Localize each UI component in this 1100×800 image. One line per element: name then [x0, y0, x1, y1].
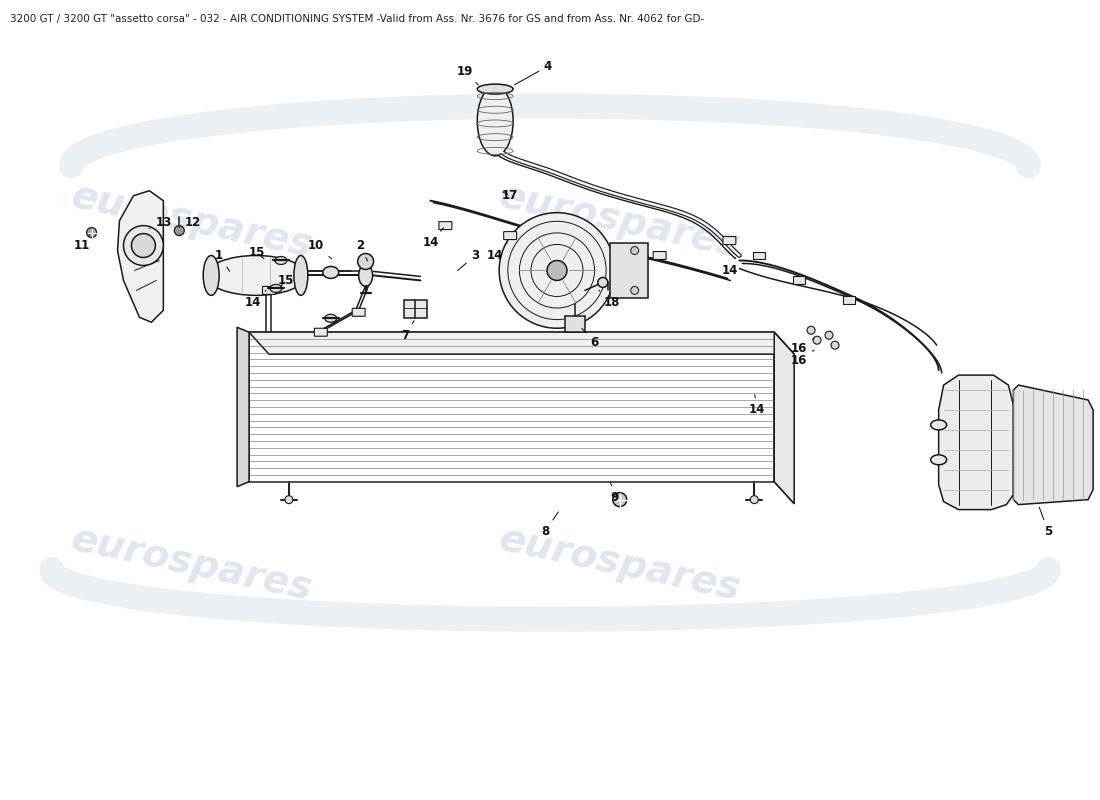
Text: 10: 10	[308, 239, 331, 258]
Circle shape	[613, 493, 627, 506]
Polygon shape	[774, 332, 794, 504]
Text: 19: 19	[458, 65, 478, 85]
Text: 1: 1	[216, 249, 230, 271]
Text: 14: 14	[749, 394, 766, 417]
Ellipse shape	[324, 314, 337, 322]
Text: 14: 14	[245, 290, 266, 309]
Text: 3200 GT / 3200 GT "assetto corsa" - 032 - AIR CONDITIONING SYSTEM -Valid from As: 3200 GT / 3200 GT "assetto corsa" - 032 …	[10, 14, 704, 24]
FancyBboxPatch shape	[504, 231, 517, 239]
Text: 14: 14	[722, 258, 738, 277]
Text: 9: 9	[610, 482, 619, 504]
Ellipse shape	[87, 228, 97, 238]
Ellipse shape	[275, 257, 287, 265]
Text: 3: 3	[458, 249, 480, 270]
Text: 12: 12	[179, 216, 201, 229]
FancyBboxPatch shape	[352, 308, 365, 316]
Bar	[404, 300, 428, 318]
Text: 8: 8	[541, 512, 559, 538]
Text: 16: 16	[791, 338, 814, 354]
Bar	[754, 251, 766, 259]
Circle shape	[630, 246, 639, 254]
Circle shape	[358, 254, 374, 270]
Circle shape	[547, 261, 567, 281]
Text: 15: 15	[277, 274, 294, 287]
FancyBboxPatch shape	[315, 328, 328, 336]
Text: eurospares: eurospares	[67, 520, 316, 609]
Text: 15: 15	[249, 246, 265, 259]
Bar	[793, 277, 805, 285]
FancyBboxPatch shape	[723, 237, 736, 245]
Ellipse shape	[597, 278, 608, 287]
Ellipse shape	[830, 342, 839, 349]
Ellipse shape	[807, 326, 815, 334]
Ellipse shape	[204, 255, 219, 295]
Text: 16: 16	[791, 350, 814, 366]
FancyBboxPatch shape	[439, 222, 452, 230]
Circle shape	[174, 226, 185, 235]
Polygon shape	[118, 190, 163, 322]
Text: 17: 17	[502, 190, 518, 202]
Ellipse shape	[206, 255, 306, 295]
Ellipse shape	[359, 265, 373, 286]
Ellipse shape	[931, 455, 947, 465]
Ellipse shape	[270, 285, 282, 292]
Ellipse shape	[477, 84, 513, 94]
Text: 13: 13	[150, 216, 172, 229]
FancyBboxPatch shape	[653, 251, 667, 259]
Text: eurospares: eurospares	[496, 520, 744, 609]
Text: 4: 4	[515, 60, 552, 85]
Text: 6: 6	[582, 328, 600, 349]
Text: 5: 5	[1040, 507, 1053, 538]
Ellipse shape	[477, 86, 513, 156]
Polygon shape	[938, 375, 1013, 510]
Circle shape	[132, 234, 155, 258]
Circle shape	[123, 226, 163, 266]
Ellipse shape	[294, 255, 308, 295]
Bar	[843, 296, 855, 304]
Circle shape	[750, 496, 758, 504]
Text: eurospares: eurospares	[67, 177, 316, 265]
Text: 14: 14	[487, 242, 507, 262]
Text: 11: 11	[74, 234, 90, 252]
Circle shape	[630, 286, 639, 294]
Bar	[609, 242, 648, 298]
Text: 18: 18	[598, 290, 620, 309]
Circle shape	[499, 213, 615, 328]
FancyBboxPatch shape	[263, 286, 275, 294]
Text: 7: 7	[402, 321, 414, 342]
Ellipse shape	[322, 266, 339, 278]
Text: eurospares: eurospares	[496, 177, 744, 265]
Circle shape	[285, 496, 293, 504]
Text: 14: 14	[422, 228, 443, 249]
Polygon shape	[249, 332, 794, 354]
Ellipse shape	[931, 420, 947, 430]
Ellipse shape	[825, 331, 833, 339]
Bar	[565, 316, 585, 332]
Ellipse shape	[813, 336, 821, 344]
Text: 2: 2	[356, 239, 367, 261]
Polygon shape	[238, 327, 249, 486]
Polygon shape	[1013, 385, 1093, 505]
